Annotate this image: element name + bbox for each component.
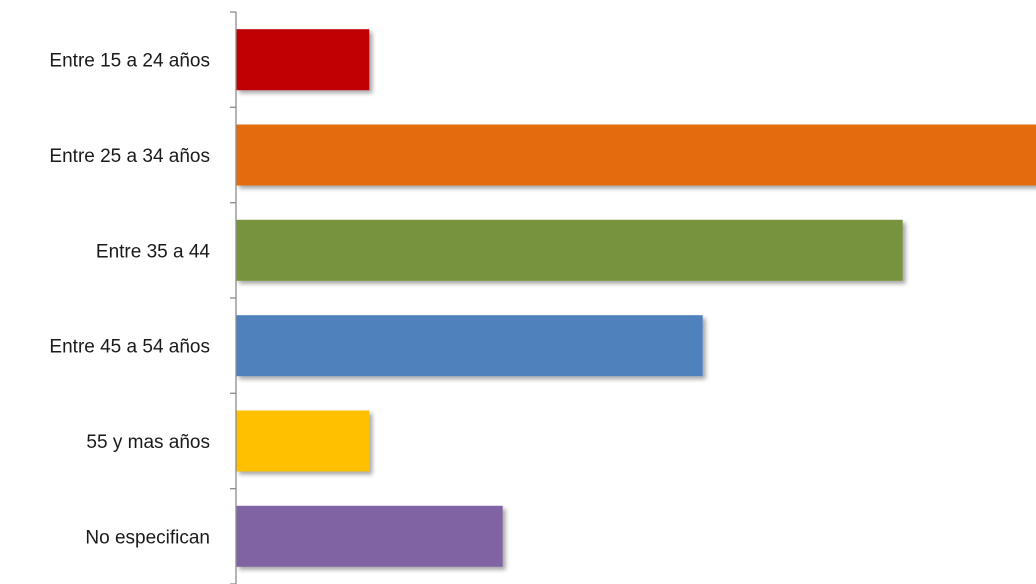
- category-label-entre-35-a-44: Entre 35 a 44: [96, 241, 211, 262]
- bar-55-y-mas-anos: [236, 410, 370, 472]
- category-label-entre-45-a-54-anos: Entre 45 a 54 años: [49, 337, 210, 358]
- category-label-entre-25-a-34-anos: Entre 25 a 34 años: [49, 146, 210, 167]
- category-label-entre-15-a-24-anos: Entre 15 a 24 años: [49, 51, 210, 72]
- category-label-55-y-mas-anos: 55 y mas años: [86, 432, 210, 453]
- bars-layer: [236, 29, 1036, 567]
- bar-entre-25-a-34-anos: [236, 124, 1036, 186]
- bar-no-especifican: [236, 505, 503, 567]
- bar-entre-35-a-44: [236, 219, 903, 281]
- bar-entre-15-a-24-anos: [236, 29, 370, 91]
- category-labels: Entre 15 a 24 años Entre 25 a 34 años Entr…: [49, 51, 210, 549]
- category-axis: [230, 11, 237, 584]
- category-label-no-especifican: No especifican: [85, 527, 210, 548]
- bar-entre-45-a-54-anos: [236, 315, 703, 377]
